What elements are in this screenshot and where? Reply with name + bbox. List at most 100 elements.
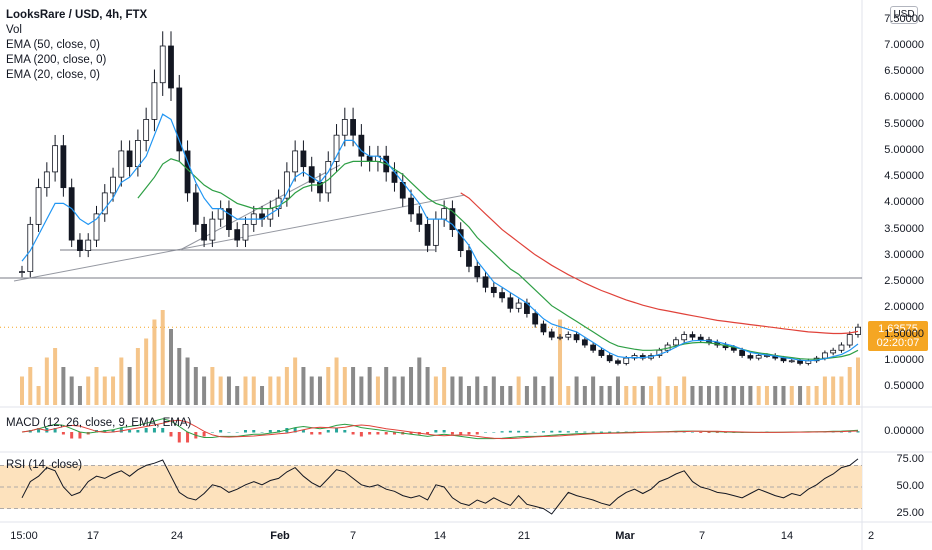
macd-histogram-bar [541, 431, 545, 433]
candle [350, 119, 356, 136]
volume-bar [798, 386, 803, 405]
candle [449, 208, 456, 231]
macd-histogram-bar [558, 430, 562, 433]
macd-histogram-bar [277, 430, 281, 433]
time-tick-label: 15:00 [10, 530, 38, 542]
volume-bar [334, 357, 339, 405]
macd-legend[interactable]: MACD (12, 26, close, 9, EMA, EMA) [6, 417, 192, 429]
legend-ema50[interactable]: EMA (50, close, 0) [6, 39, 100, 51]
candle [548, 331, 555, 338]
signal-line [21, 419, 859, 440]
volume-bar [723, 386, 728, 405]
macd-histogram-bar [169, 432, 173, 437]
volume-bar [682, 376, 687, 405]
volume-bar [698, 386, 703, 405]
price-tick-label: 0.50000 [884, 380, 924, 392]
volume-bar [665, 386, 670, 405]
macd-histogram-bar [599, 431, 603, 433]
rsi-tick-label: 25.00 [896, 507, 924, 519]
candle [788, 360, 795, 363]
macd-histogram-bar [310, 432, 314, 435]
candle [209, 218, 216, 241]
volume-bar [127, 367, 132, 405]
time-tick-label: 21 [517, 530, 531, 542]
candle [830, 349, 837, 354]
volume-bar [293, 357, 298, 405]
volume-bar [160, 310, 165, 405]
time-tick-label: 2 [867, 530, 875, 542]
volume-bar [483, 386, 488, 405]
ema20-line [21, 113, 859, 362]
price-tick-label: 6.00000 [884, 91, 924, 104]
macd-histogram-bar [550, 430, 554, 433]
macd-histogram-bar [450, 432, 454, 435]
legend-ema20[interactable]: EMA (20, close, 0) [6, 69, 100, 81]
volume-bar [177, 348, 182, 405]
macd-histogram-bar [616, 431, 620, 433]
volume-bar [707, 386, 712, 405]
volume-bar [450, 376, 455, 405]
candle [168, 45, 174, 89]
candle [565, 334, 572, 338]
macd-histogram-bar [351, 432, 355, 435]
macd-histogram-bar [442, 430, 446, 433]
price-tick-label: 3.00000 [884, 248, 924, 261]
candle [780, 357, 787, 362]
candle [19, 271, 25, 273]
volume-bar [508, 386, 513, 405]
candle [499, 292, 505, 299]
macd-histogram-bar [326, 430, 330, 433]
symbol-title[interactable]: LooksRare / USD, 4h, FTX [6, 9, 148, 21]
macd-histogram-bar [53, 428, 57, 433]
candle [673, 339, 679, 346]
candle [43, 171, 50, 189]
volume-bar [218, 376, 223, 405]
volume-bar [558, 319, 563, 405]
price-tick-label: 5.00000 [884, 143, 924, 156]
macd-histogram-bar [715, 432, 719, 433]
macd-histogram-bar [575, 431, 579, 433]
candle [192, 192, 199, 225]
price-tick-label: 7.00000 [884, 39, 924, 51]
legend-ema200[interactable]: EMA (200, close, 0) [6, 54, 107, 66]
macd-histogram-bar [335, 428, 339, 433]
volume-bar [309, 376, 314, 405]
candle [846, 334, 853, 346]
candle [739, 349, 746, 356]
macd-histogram-bar [492, 432, 496, 433]
candle [159, 45, 166, 84]
volume-bar [94, 367, 99, 405]
macd-histogram-bar [583, 431, 587, 433]
currency-badge[interactable]: USD [890, 6, 918, 24]
candle [697, 336, 704, 341]
candle [126, 150, 133, 168]
volume-bar [541, 386, 546, 405]
macd-histogram-bar [484, 432, 488, 433]
macd-histogram-bar [318, 432, 322, 435]
volume-bar [847, 367, 852, 405]
legend-volume[interactable]: Vol [6, 24, 22, 36]
candle [143, 119, 150, 141]
macd-histogram-bar [475, 432, 479, 435]
candle [366, 155, 373, 162]
candle [855, 326, 861, 335]
candle [532, 313, 539, 325]
rsi-legend[interactable]: RSI (14, close) [6, 459, 83, 471]
macd-histogram-bar [690, 432, 694, 433]
macd-histogram-bar [235, 432, 239, 433]
volume-bar [384, 367, 389, 405]
volume-bar [831, 376, 836, 405]
volume-bar [226, 376, 231, 405]
candle [416, 213, 423, 225]
volume-bar [235, 386, 240, 405]
rsi-tick-label: 50.00 [896, 480, 924, 492]
macd-histogram-bar [61, 432, 65, 435]
macd-histogram-bar [37, 428, 41, 433]
price-tick-label: 4.50000 [884, 170, 924, 183]
price-tick-label: 4.00000 [884, 196, 924, 209]
candle [838, 344, 845, 351]
macd-tick-label: 0.00000 [884, 425, 924, 437]
candle [573, 334, 580, 341]
volume-bar [301, 367, 306, 405]
